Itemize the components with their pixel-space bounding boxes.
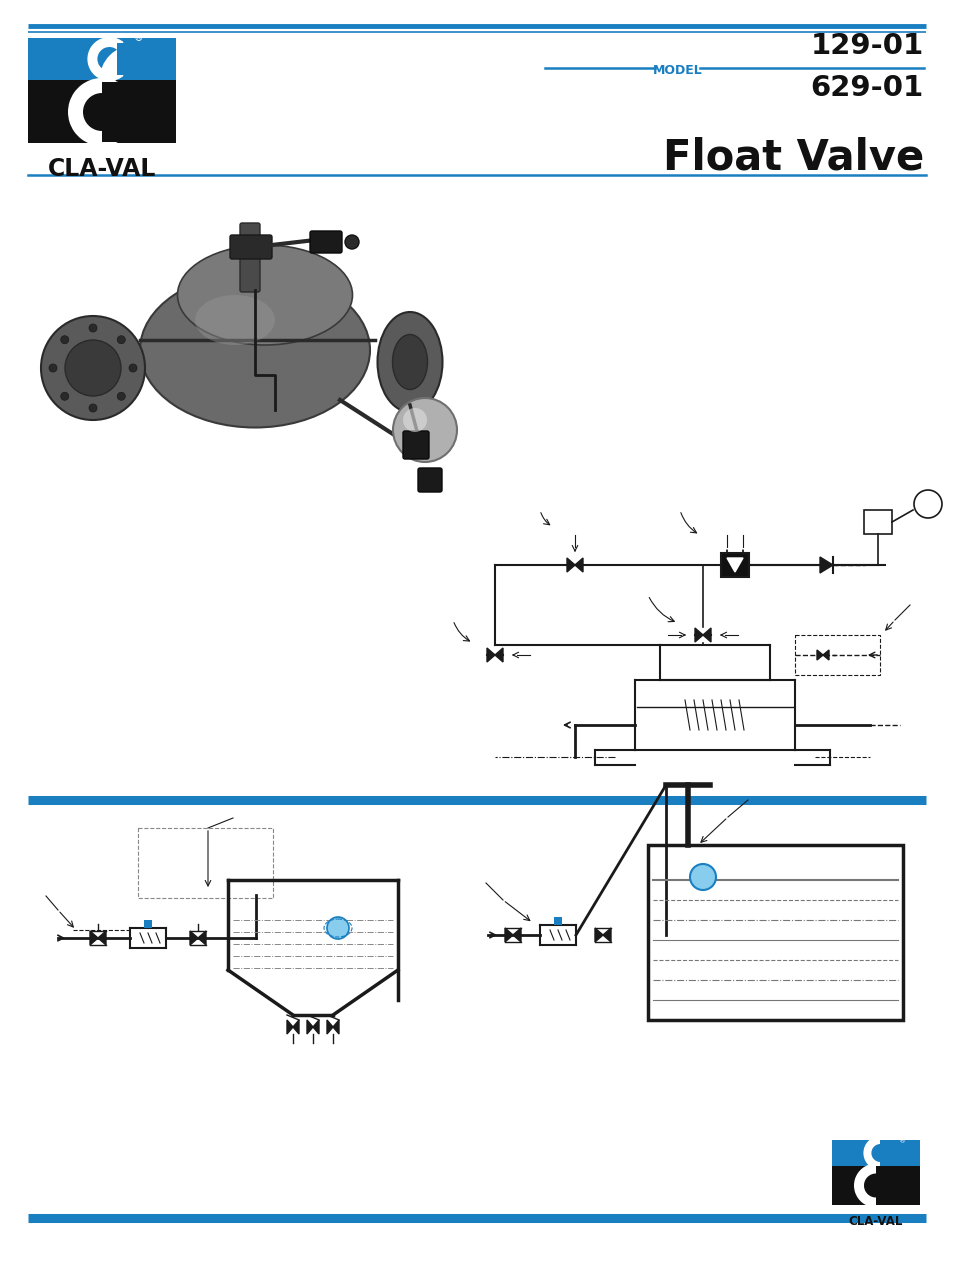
Circle shape — [327, 917, 349, 939]
Text: MODEL: MODEL — [653, 64, 702, 77]
FancyBboxPatch shape — [831, 1140, 919, 1166]
Circle shape — [345, 235, 358, 249]
Polygon shape — [293, 1020, 298, 1034]
Polygon shape — [513, 928, 520, 941]
Ellipse shape — [392, 334, 427, 390]
Ellipse shape — [177, 245, 352, 345]
Wedge shape — [99, 45, 134, 115]
Circle shape — [89, 324, 97, 332]
FancyBboxPatch shape — [417, 468, 441, 492]
Polygon shape — [327, 1020, 333, 1034]
Polygon shape — [602, 928, 610, 941]
Circle shape — [41, 316, 145, 420]
Text: 629-01: 629-01 — [810, 74, 923, 102]
Circle shape — [129, 363, 137, 372]
Polygon shape — [307, 1020, 313, 1034]
FancyBboxPatch shape — [116, 43, 147, 74]
Text: ®: ® — [898, 1138, 905, 1143]
Text: 129-01: 129-01 — [810, 32, 923, 61]
FancyBboxPatch shape — [28, 80, 175, 143]
FancyBboxPatch shape — [310, 231, 341, 252]
FancyBboxPatch shape — [875, 1166, 910, 1205]
Polygon shape — [575, 558, 582, 572]
FancyBboxPatch shape — [831, 1166, 919, 1205]
Ellipse shape — [377, 312, 442, 411]
FancyBboxPatch shape — [402, 432, 429, 459]
Text: ®: ® — [133, 33, 143, 43]
Circle shape — [117, 392, 125, 400]
Circle shape — [49, 363, 57, 372]
Polygon shape — [98, 931, 106, 945]
Text: CLA-VAL: CLA-VAL — [848, 1215, 902, 1228]
Polygon shape — [702, 628, 710, 642]
Ellipse shape — [194, 295, 274, 345]
Circle shape — [61, 392, 69, 400]
Polygon shape — [486, 647, 495, 663]
Polygon shape — [820, 557, 832, 573]
Circle shape — [65, 339, 121, 396]
Polygon shape — [313, 1020, 318, 1034]
FancyBboxPatch shape — [240, 223, 260, 292]
FancyBboxPatch shape — [880, 1140, 910, 1166]
FancyBboxPatch shape — [134, 38, 164, 80]
FancyBboxPatch shape — [720, 553, 748, 577]
Text: Float Valve: Float Valve — [662, 138, 923, 179]
Circle shape — [393, 398, 456, 462]
Circle shape — [117, 336, 125, 343]
Polygon shape — [198, 931, 206, 945]
Wedge shape — [68, 78, 128, 146]
Wedge shape — [88, 37, 123, 81]
FancyBboxPatch shape — [102, 82, 152, 143]
Wedge shape — [862, 1136, 893, 1170]
Text: CLA-VAL: CLA-VAL — [48, 156, 156, 180]
FancyBboxPatch shape — [230, 235, 272, 259]
Polygon shape — [287, 1020, 293, 1034]
Polygon shape — [695, 628, 702, 642]
Polygon shape — [595, 928, 602, 941]
Polygon shape — [190, 931, 198, 945]
Polygon shape — [566, 558, 575, 572]
Circle shape — [61, 336, 69, 343]
Polygon shape — [822, 650, 828, 660]
Polygon shape — [504, 928, 513, 941]
Circle shape — [402, 408, 427, 432]
FancyBboxPatch shape — [144, 920, 152, 928]
Circle shape — [689, 864, 716, 890]
Wedge shape — [853, 1164, 892, 1208]
Polygon shape — [90, 931, 98, 945]
FancyBboxPatch shape — [554, 917, 561, 925]
Polygon shape — [726, 558, 742, 572]
Polygon shape — [816, 650, 822, 660]
Polygon shape — [495, 647, 502, 663]
Polygon shape — [333, 1020, 338, 1034]
Circle shape — [89, 404, 97, 411]
Ellipse shape — [140, 273, 370, 428]
FancyBboxPatch shape — [28, 38, 175, 80]
